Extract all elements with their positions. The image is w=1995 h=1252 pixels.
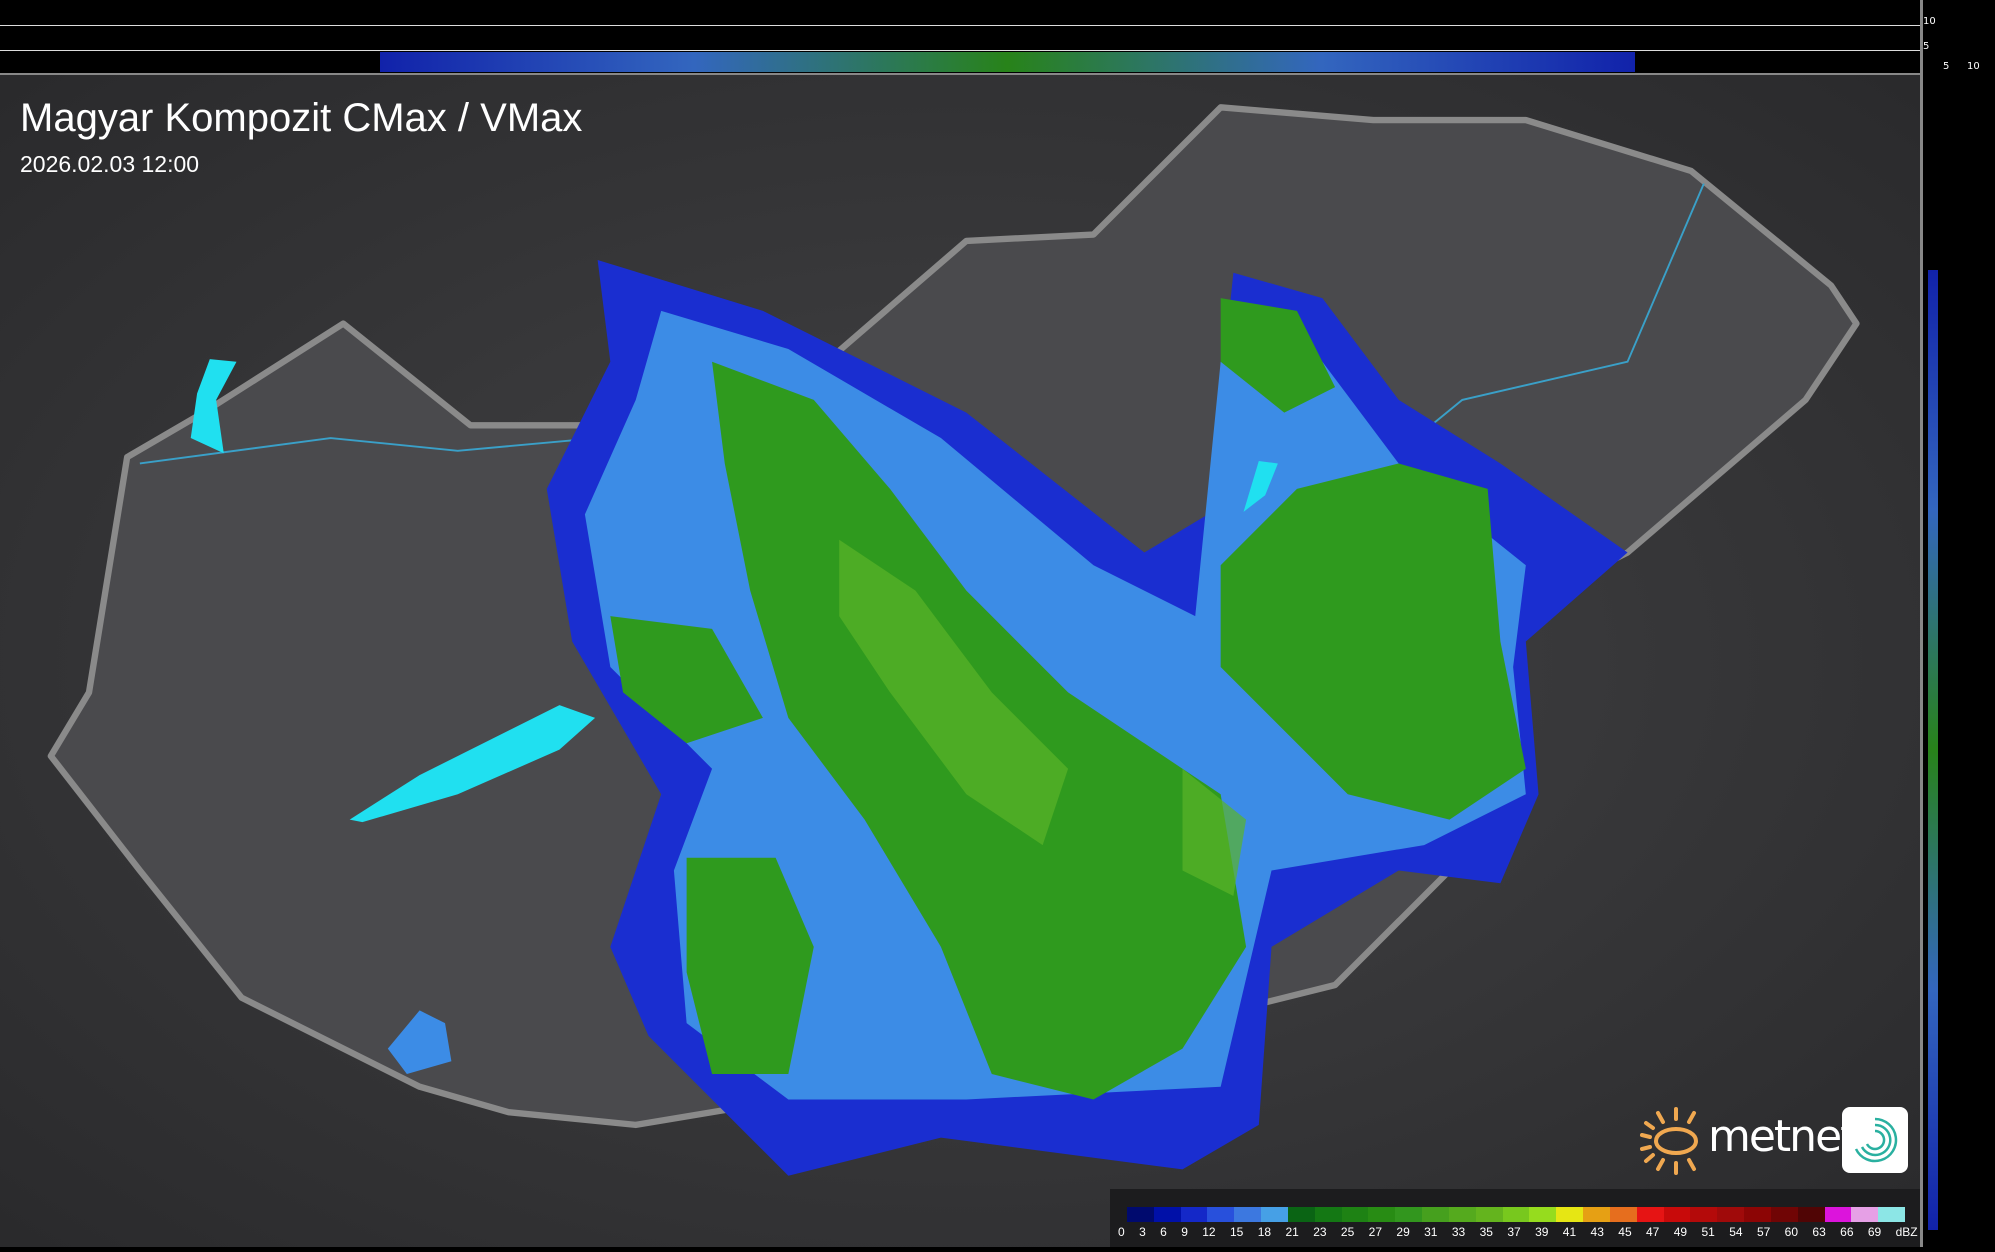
colorbar-cell — [1690, 1207, 1718, 1222]
legend-label: 3 — [1139, 1225, 1146, 1239]
colorbar-cell — [1663, 1207, 1691, 1222]
gridline — [0, 25, 1920, 26]
lake-balaton — [349, 705, 596, 823]
colorbar-cell — [1153, 1207, 1181, 1222]
cross-section-echo — [380, 52, 1635, 72]
colorbar-cell — [1395, 1207, 1423, 1222]
colorbar-cell — [1448, 1207, 1476, 1222]
legend-label: 57 — [1756, 1225, 1771, 1239]
legend-label: 60 — [1784, 1225, 1799, 1239]
legend-labels: 0 3 6 9 12 15 18 21 23 25 27 29 31 33 35 37 39 41 43 45 47 49… — [1118, 1225, 1918, 1239]
cross-section-right — [1920, 0, 1995, 1247]
legend-label: 9 — [1181, 1225, 1188, 1239]
radar-echo-strong — [1220, 298, 1526, 820]
colorbar-cell — [1717, 1207, 1745, 1222]
legend-label: 33 — [1451, 1225, 1466, 1239]
colorbar-cell — [1341, 1207, 1369, 1222]
colorbar-cell — [1851, 1207, 1879, 1222]
colorbar-cell — [1636, 1207, 1664, 1222]
legend-label: 0 — [1118, 1225, 1125, 1239]
colorbar-cell — [1422, 1207, 1449, 1222]
sun-icon — [1640, 1107, 1698, 1175]
cross-section-top — [0, 0, 1920, 75]
legend-label: 21 — [1285, 1225, 1299, 1239]
echo-small — [387, 1010, 452, 1075]
map-canvas — [0, 73, 1920, 1247]
legend-unit: dBZ — [1895, 1225, 1918, 1239]
colorbar-cell — [1287, 1207, 1315, 1222]
tick-label: 5 — [1943, 61, 1950, 72]
colorbar-cell — [1234, 1207, 1262, 1222]
colorbar — [1127, 1207, 1906, 1222]
logo-wordmark: metnet — [1708, 1111, 1857, 1162]
legend-label: 39 — [1535, 1225, 1549, 1239]
tick-label: 10 — [1923, 16, 1936, 27]
colorbar-cell — [1770, 1207, 1798, 1222]
color-legend: 0 3 6 9 12 15 18 21 23 25 27 29 31 33 35 37 39 41 43 45 47 49… — [1110, 1189, 1920, 1247]
tick-label: 10 — [1967, 61, 1980, 72]
radar-map[interactable] — [0, 73, 1920, 1247]
tick-label: 5 — [1923, 41, 1930, 52]
legend-label: 41 — [1562, 1225, 1577, 1239]
map-timestamp: 2026.02.03 12:00 — [20, 151, 200, 177]
legend-label: 29 — [1396, 1225, 1410, 1239]
colorbar-cell — [1583, 1207, 1610, 1222]
legend-label: 45 — [1618, 1225, 1632, 1239]
colorbar-cell — [1502, 1207, 1530, 1222]
map-title: Magyar Kompozit CMax / VMax — [20, 96, 583, 140]
colorbar-cell — [1878, 1207, 1906, 1222]
metnet-logo: metnet — [1638, 1105, 1913, 1177]
colorbar-cell — [1824, 1207, 1852, 1222]
colorbar-cell — [1797, 1207, 1825, 1222]
legend-label: 37 — [1507, 1225, 1521, 1239]
legend-label: 27 — [1368, 1225, 1383, 1239]
legend-label: 6 — [1160, 1225, 1167, 1239]
legend-label: 25 — [1340, 1225, 1355, 1239]
colorbar-cell — [1744, 1207, 1771, 1222]
legend-label: 66 — [1840, 1225, 1854, 1239]
colorbar-cell — [1368, 1207, 1396, 1222]
legend-label: 49 — [1673, 1225, 1688, 1239]
colorbar-cell — [1529, 1207, 1557, 1222]
colorbar-cell — [1180, 1207, 1208, 1222]
legend-label: 69 — [1867, 1225, 1882, 1239]
legend-label: 51 — [1701, 1225, 1715, 1239]
legend-label: 23 — [1313, 1225, 1327, 1239]
radar-echo-peak — [839, 539, 1247, 896]
legend-label: 47 — [1646, 1225, 1660, 1239]
colorbar-cell — [1314, 1207, 1342, 1222]
colorbar-cell — [1261, 1207, 1288, 1222]
legend-label: 54 — [1729, 1225, 1743, 1239]
radar-echo-strong — [610, 616, 814, 1075]
legend-label: 63 — [1812, 1225, 1826, 1239]
gridline — [0, 50, 1920, 51]
legend-label: 12 — [1202, 1225, 1216, 1239]
colorbar-cell — [1127, 1207, 1154, 1222]
colorbar-cell — [1207, 1207, 1235, 1222]
legend-label: 43 — [1590, 1225, 1604, 1239]
lake-ferto — [190, 359, 237, 454]
lake-tisza — [1243, 460, 1278, 512]
radar-swirl-icon — [1842, 1107, 1908, 1173]
colorbar-cell — [1556, 1207, 1584, 1222]
colorbar-cell — [1609, 1207, 1637, 1222]
cross-section-echo — [1928, 270, 1938, 1230]
legend-label: 18 — [1257, 1225, 1272, 1239]
colorbar-cell — [1475, 1207, 1503, 1222]
legend-label: 15 — [1229, 1225, 1244, 1239]
legend-label: 35 — [1479, 1225, 1493, 1239]
legend-label: 31 — [1424, 1225, 1438, 1239]
